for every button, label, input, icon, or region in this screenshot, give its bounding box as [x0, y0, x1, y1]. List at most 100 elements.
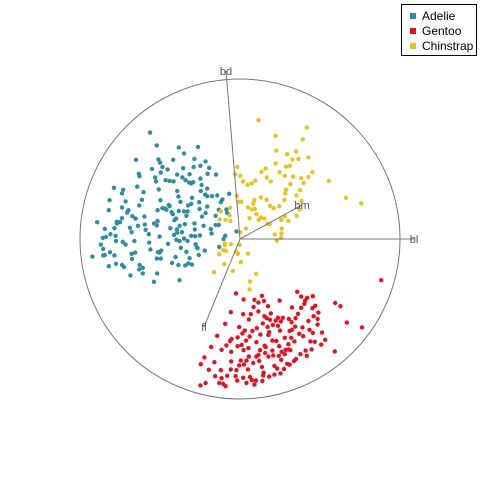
point-gentoo: [285, 361, 290, 366]
point-gentoo: [299, 294, 304, 299]
point-gentoo: [304, 353, 309, 358]
point-adelie: [191, 164, 196, 170]
legend-item-adelie: Adelie: [410, 8, 455, 24]
point-adelie: [101, 253, 106, 258]
point-adelie: [146, 232, 151, 237]
point-gentoo: [293, 316, 298, 321]
point-gentoo: [229, 349, 234, 354]
point-adelie: [202, 248, 207, 253]
point-gentoo: [243, 338, 249, 343]
point-adelie: [160, 164, 165, 170]
point-adelie: [176, 262, 181, 268]
point-gentoo: [260, 321, 265, 326]
point-adelie: [108, 232, 113, 237]
point-gentoo: [228, 367, 233, 372]
point-adelie: [184, 213, 189, 218]
loading-label-bl: bl: [410, 234, 419, 246]
point-adelie: [155, 218, 160, 224]
point-gentoo: [344, 320, 349, 325]
point-adelie: [95, 220, 100, 225]
point-chinstrap: [238, 260, 243, 265]
point-gentoo: [252, 297, 257, 302]
point-gentoo: [250, 328, 255, 334]
point-adelie: [142, 214, 147, 219]
point-gentoo: [310, 330, 315, 336]
point-gentoo: [261, 298, 267, 304]
point-chinstrap: [249, 207, 254, 212]
point-gentoo: [248, 312, 253, 317]
point-chinstrap: [251, 201, 256, 206]
point-gentoo: [228, 310, 233, 315]
point-adelie: [140, 271, 145, 276]
point-chinstrap: [306, 155, 311, 160]
point-gentoo: [301, 334, 306, 339]
point-gentoo: [270, 348, 275, 353]
point-gentoo: [310, 294, 315, 299]
legend: Adelie Gentoo Chinstrap: [401, 4, 477, 56]
point-adelie: [106, 264, 112, 269]
point-adelie: [168, 226, 173, 231]
point-gentoo: [256, 309, 261, 314]
point-chinstrap: [267, 203, 273, 208]
point-gentoo: [246, 346, 251, 351]
point-adelie: [129, 251, 134, 256]
point-adelie: [154, 256, 159, 261]
point-adelie: [147, 240, 152, 245]
point-adelie: [207, 165, 212, 170]
point-gentoo: [241, 362, 247, 367]
point-adelie: [119, 216, 125, 221]
point-gentoo: [265, 324, 270, 330]
point-adelie: [112, 226, 117, 231]
point-adelie: [181, 236, 187, 241]
point-gentoo: [302, 301, 307, 306]
legend-swatch-chinstrap: [410, 43, 416, 49]
point-adelie: [186, 261, 191, 266]
point-adelie: [171, 179, 176, 184]
point-gentoo: [223, 321, 228, 326]
point-chinstrap: [288, 182, 293, 187]
point-gentoo: [235, 344, 240, 349]
point-adelie: [181, 209, 187, 214]
point-adelie: [189, 195, 195, 200]
point-gentoo: [271, 353, 276, 358]
point-adelie: [129, 230, 134, 235]
point-chinstrap: [211, 270, 217, 275]
point-gentoo: [239, 342, 244, 348]
point-chinstrap: [253, 271, 259, 276]
point-adelie: [159, 248, 164, 253]
point-gentoo: [233, 291, 239, 296]
point-chinstrap: [222, 241, 227, 246]
point-chinstrap: [279, 217, 284, 222]
point-gentoo: [245, 367, 251, 372]
point-adelie: [119, 191, 125, 196]
point-gentoo: [289, 305, 295, 310]
point-gentoo: [256, 300, 261, 305]
point-chinstrap: [296, 156, 301, 162]
point-gentoo: [237, 363, 242, 368]
point-gentoo: [279, 357, 284, 362]
point-gentoo: [280, 315, 285, 320]
point-chinstrap: [263, 166, 268, 171]
point-adelie: [167, 178, 172, 184]
point-adelie: [137, 267, 142, 272]
point-adelie: [100, 235, 106, 240]
point-gentoo: [332, 349, 337, 354]
point-adelie: [213, 172, 219, 177]
point-gentoo: [223, 384, 228, 389]
loading-arrow-bm: [239, 204, 303, 240]
point-chinstrap: [264, 175, 269, 180]
point-adelie: [215, 193, 220, 198]
point-chinstrap: [245, 251, 251, 256]
point-gentoo: [244, 380, 249, 386]
point-adelie: [133, 250, 138, 255]
point-chinstrap: [290, 157, 295, 162]
point-gentoo: [261, 370, 266, 375]
loading-arrow-bd: [225, 70, 241, 240]
point-gentoo: [247, 334, 252, 339]
point-gentoo: [218, 368, 223, 373]
point-chinstrap: [300, 137, 305, 142]
point-adelie: [153, 175, 158, 180]
point-gentoo: [282, 352, 287, 357]
point-adelie: [199, 182, 204, 188]
point-gentoo: [215, 333, 220, 338]
